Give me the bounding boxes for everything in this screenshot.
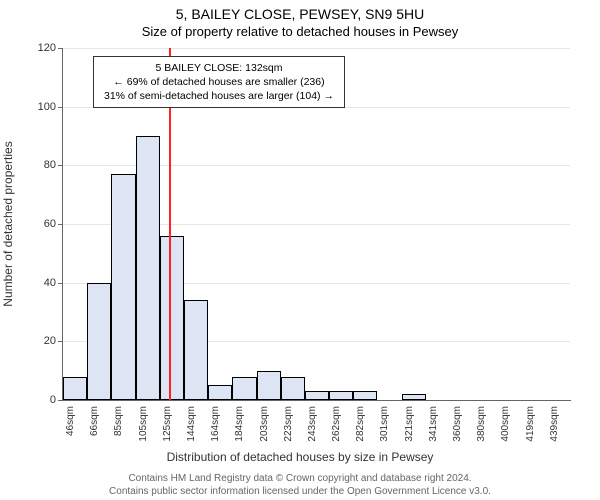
x-tick-label: 184sqm <box>234 406 245 442</box>
x-tick-label: 301sqm <box>379 406 390 442</box>
y-axis-label: Number of detached properties <box>1 141 15 306</box>
histogram-bar <box>402 394 426 400</box>
histogram-bar <box>353 391 377 400</box>
histogram-bar <box>184 300 208 400</box>
x-tick-label: 360sqm <box>452 406 463 442</box>
x-tick-label: 105sqm <box>138 406 149 442</box>
info-box: 5 BAILEY CLOSE: 132sqm ← 69% of detached… <box>93 56 345 108</box>
x-tick-label: 66sqm <box>89 406 100 436</box>
x-tick-label: 144sqm <box>186 406 197 442</box>
chart-subtitle: Size of property relative to detached ho… <box>0 24 600 39</box>
x-tick-label: 419sqm <box>525 406 536 442</box>
histogram-bar <box>305 391 329 400</box>
x-axis-label: Distribution of detached houses by size … <box>0 450 600 464</box>
histogram-bar <box>208 385 232 400</box>
x-tick-label: 380sqm <box>476 406 487 442</box>
x-tick-label: 223sqm <box>283 406 294 442</box>
info-line-2: ← 69% of detached houses are smaller (23… <box>104 75 334 89</box>
y-tick-label: 60 <box>44 218 56 230</box>
x-tick-label: 203sqm <box>259 406 270 442</box>
x-tick-label: 125sqm <box>162 406 173 442</box>
histogram-bar <box>111 174 135 400</box>
x-tick-label: 262sqm <box>331 406 342 442</box>
y-tick-label: 80 <box>44 159 56 171</box>
x-tick-label: 439sqm <box>549 406 560 442</box>
info-line-1: 5 BAILEY CLOSE: 132sqm <box>104 61 334 75</box>
x-tick-label: 400sqm <box>500 406 511 442</box>
plot-area: 5 BAILEY CLOSE: 132sqm ← 69% of detached… <box>62 48 571 401</box>
histogram-bar <box>63 377 87 400</box>
histogram-bar <box>257 371 281 400</box>
x-tick-label: 46sqm <box>65 406 76 436</box>
y-tick-label: 40 <box>44 277 56 289</box>
y-tick-label: 120 <box>38 42 56 54</box>
info-line-3: 31% of semi-detached houses are larger (… <box>104 89 334 103</box>
x-tick-label: 243sqm <box>307 406 318 442</box>
histogram-bar <box>136 136 160 400</box>
x-tick-label: 341sqm <box>428 406 439 442</box>
x-tick-label: 282sqm <box>355 406 366 442</box>
histogram-bar <box>232 377 256 400</box>
x-tick-label: 164sqm <box>210 406 221 442</box>
x-tick-label: 85sqm <box>113 406 124 436</box>
y-tick-label: 0 <box>50 394 56 406</box>
footer: Contains HM Land Registry data © Crown c… <box>0 472 600 498</box>
histogram-bar <box>160 236 184 400</box>
chart-title: 5, BAILEY CLOSE, PEWSEY, SN9 5HU <box>0 6 600 22</box>
histogram-bar <box>87 283 111 400</box>
footer-line-2: Contains public sector information licen… <box>0 485 600 498</box>
histogram-bar <box>329 391 353 400</box>
y-tick-label: 20 <box>44 335 56 347</box>
histogram-bar <box>281 377 305 400</box>
x-tick-label: 321sqm <box>404 406 415 442</box>
chart-container: 5, BAILEY CLOSE, PEWSEY, SN9 5HU Size of… <box>0 0 600 500</box>
footer-line-1: Contains HM Land Registry data © Crown c… <box>0 472 600 485</box>
y-tick-label: 100 <box>38 101 56 113</box>
